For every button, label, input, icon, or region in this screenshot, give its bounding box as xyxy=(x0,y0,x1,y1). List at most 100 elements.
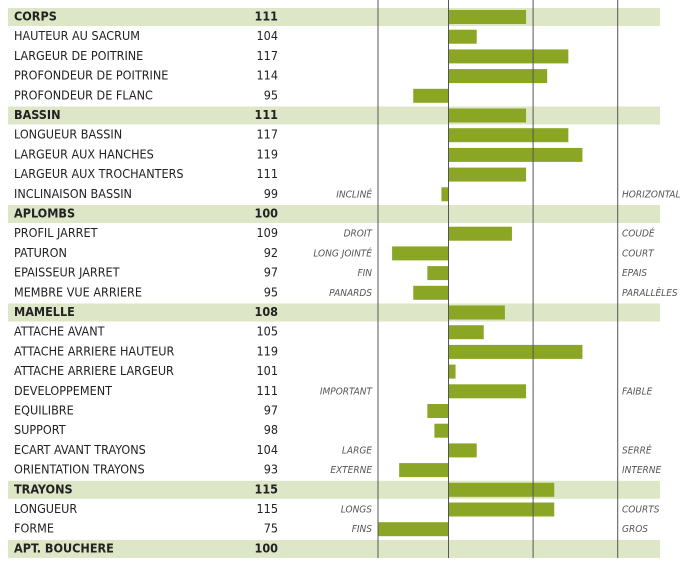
value-label: 98 xyxy=(264,422,278,437)
value-label: 97 xyxy=(264,403,278,418)
bar xyxy=(448,147,583,162)
category-label: BASSIN xyxy=(14,107,61,122)
category-label: APT. BOUCHERE xyxy=(14,540,114,555)
category-label: LARGEUR AUX TROCHANTERS xyxy=(14,166,184,181)
value-label: 97 xyxy=(264,265,278,280)
value-label: 108 xyxy=(255,304,279,319)
value-label: 105 xyxy=(257,324,278,339)
bar xyxy=(448,364,456,379)
right-label: PARALLÈLES xyxy=(622,286,678,299)
bar xyxy=(427,404,449,418)
value-label: 95 xyxy=(264,284,278,299)
header-band xyxy=(8,106,660,125)
value-label: 117 xyxy=(257,127,278,142)
left-label: FIN xyxy=(357,268,372,279)
category-label: DEVELOPPEMENT xyxy=(14,383,112,398)
bar xyxy=(448,482,555,497)
left-label: LARGE xyxy=(342,445,372,456)
right-label: FAIBLE xyxy=(622,386,653,397)
category-label: LARGEUR AUX HANCHES xyxy=(14,146,154,161)
bar xyxy=(441,187,449,202)
bar xyxy=(448,344,583,359)
category-label: ORIENTATION TRAYONS xyxy=(14,462,145,477)
value-label: 115 xyxy=(255,481,279,496)
right-label: HORIZONTAL xyxy=(622,189,680,200)
bar xyxy=(448,305,505,320)
value-label: 104 xyxy=(257,28,278,43)
category-label: ECART AVANT TRAYONS xyxy=(14,442,146,457)
value-label: 119 xyxy=(257,343,278,358)
category-label: EPAISSEUR JARRET xyxy=(14,265,120,280)
left-label: FINS xyxy=(352,524,373,535)
header-band xyxy=(8,8,660,26)
category-label: SUPPORT xyxy=(14,422,66,437)
left-label: LONG JOINTÉ xyxy=(313,246,372,259)
value-label: 117 xyxy=(257,48,278,63)
category-label: FORME xyxy=(14,521,54,536)
right-label: INTERNE xyxy=(622,465,662,476)
category-label: LONGUEUR xyxy=(14,501,77,516)
value-label: 101 xyxy=(257,363,278,378)
left-label: PANARDS xyxy=(329,288,372,299)
bar xyxy=(448,29,477,44)
bar xyxy=(448,384,527,399)
category-label: ATTACHE ARRIERE HAUTEUR xyxy=(14,343,175,358)
category-label: MEMBRE VUE ARRIERE xyxy=(14,284,142,299)
header-band xyxy=(8,205,660,223)
right-label: SERRÉ xyxy=(622,443,652,456)
category-label: MAMELLE xyxy=(14,304,75,319)
right-label: GROS xyxy=(622,524,648,535)
value-label: 111 xyxy=(257,383,278,398)
right-label: COURTS xyxy=(622,505,660,516)
value-label: 119 xyxy=(257,146,278,161)
value-label: 115 xyxy=(257,501,278,516)
category-label: TRAYONS xyxy=(14,481,73,496)
left-label: EXTERNE xyxy=(330,465,372,476)
category-label: PATURON xyxy=(14,245,67,260)
bar xyxy=(448,49,569,64)
category-label: HAUTEUR AU SACRUM xyxy=(14,28,140,43)
bar xyxy=(448,10,527,24)
category-label: INCLINAISON BASSIN xyxy=(14,186,132,201)
value-label: 104 xyxy=(257,442,278,457)
bar xyxy=(392,246,449,261)
bar xyxy=(448,167,527,182)
bar xyxy=(448,69,548,84)
left-label: IMPORTANT xyxy=(320,386,374,397)
header-band xyxy=(8,539,660,558)
value-label: 92 xyxy=(264,245,278,260)
bar xyxy=(427,266,449,281)
value-label: 100 xyxy=(255,540,279,555)
category-label: APLOMBS xyxy=(14,206,75,221)
value-label: 75 xyxy=(264,521,278,536)
right-label: COUDÉ xyxy=(622,227,655,240)
header-band xyxy=(8,480,660,499)
category-label: CORPS xyxy=(14,9,57,24)
category-label: ATTACHE ARRIERE LARGEUR xyxy=(14,363,174,378)
bar xyxy=(413,88,449,103)
value-label: 114 xyxy=(257,68,278,83)
value-label: 109 xyxy=(257,225,278,240)
left-label: LONGS xyxy=(341,505,372,516)
bar xyxy=(434,423,449,438)
bars xyxy=(378,10,583,537)
bar xyxy=(413,285,449,300)
bar xyxy=(448,226,512,241)
bar xyxy=(448,502,555,517)
right-label: COURT xyxy=(622,248,655,259)
header-band xyxy=(8,303,660,322)
bar xyxy=(448,443,477,458)
category-label: EQUILIBRE xyxy=(14,403,74,418)
bar xyxy=(448,108,527,123)
value-label: 100 xyxy=(255,206,279,221)
bar xyxy=(448,325,484,340)
bar xyxy=(448,128,569,143)
category-label: PROFONDEUR DE POITRINE xyxy=(14,68,168,83)
value-label: 95 xyxy=(264,87,278,102)
category-label: PROFIL JARRET xyxy=(14,225,98,240)
value-label: 93 xyxy=(264,462,278,477)
category-label: LARGEUR DE POITRINE xyxy=(14,48,143,63)
value-label: 111 xyxy=(255,107,279,122)
left-label: INCLINÉ xyxy=(336,187,372,200)
